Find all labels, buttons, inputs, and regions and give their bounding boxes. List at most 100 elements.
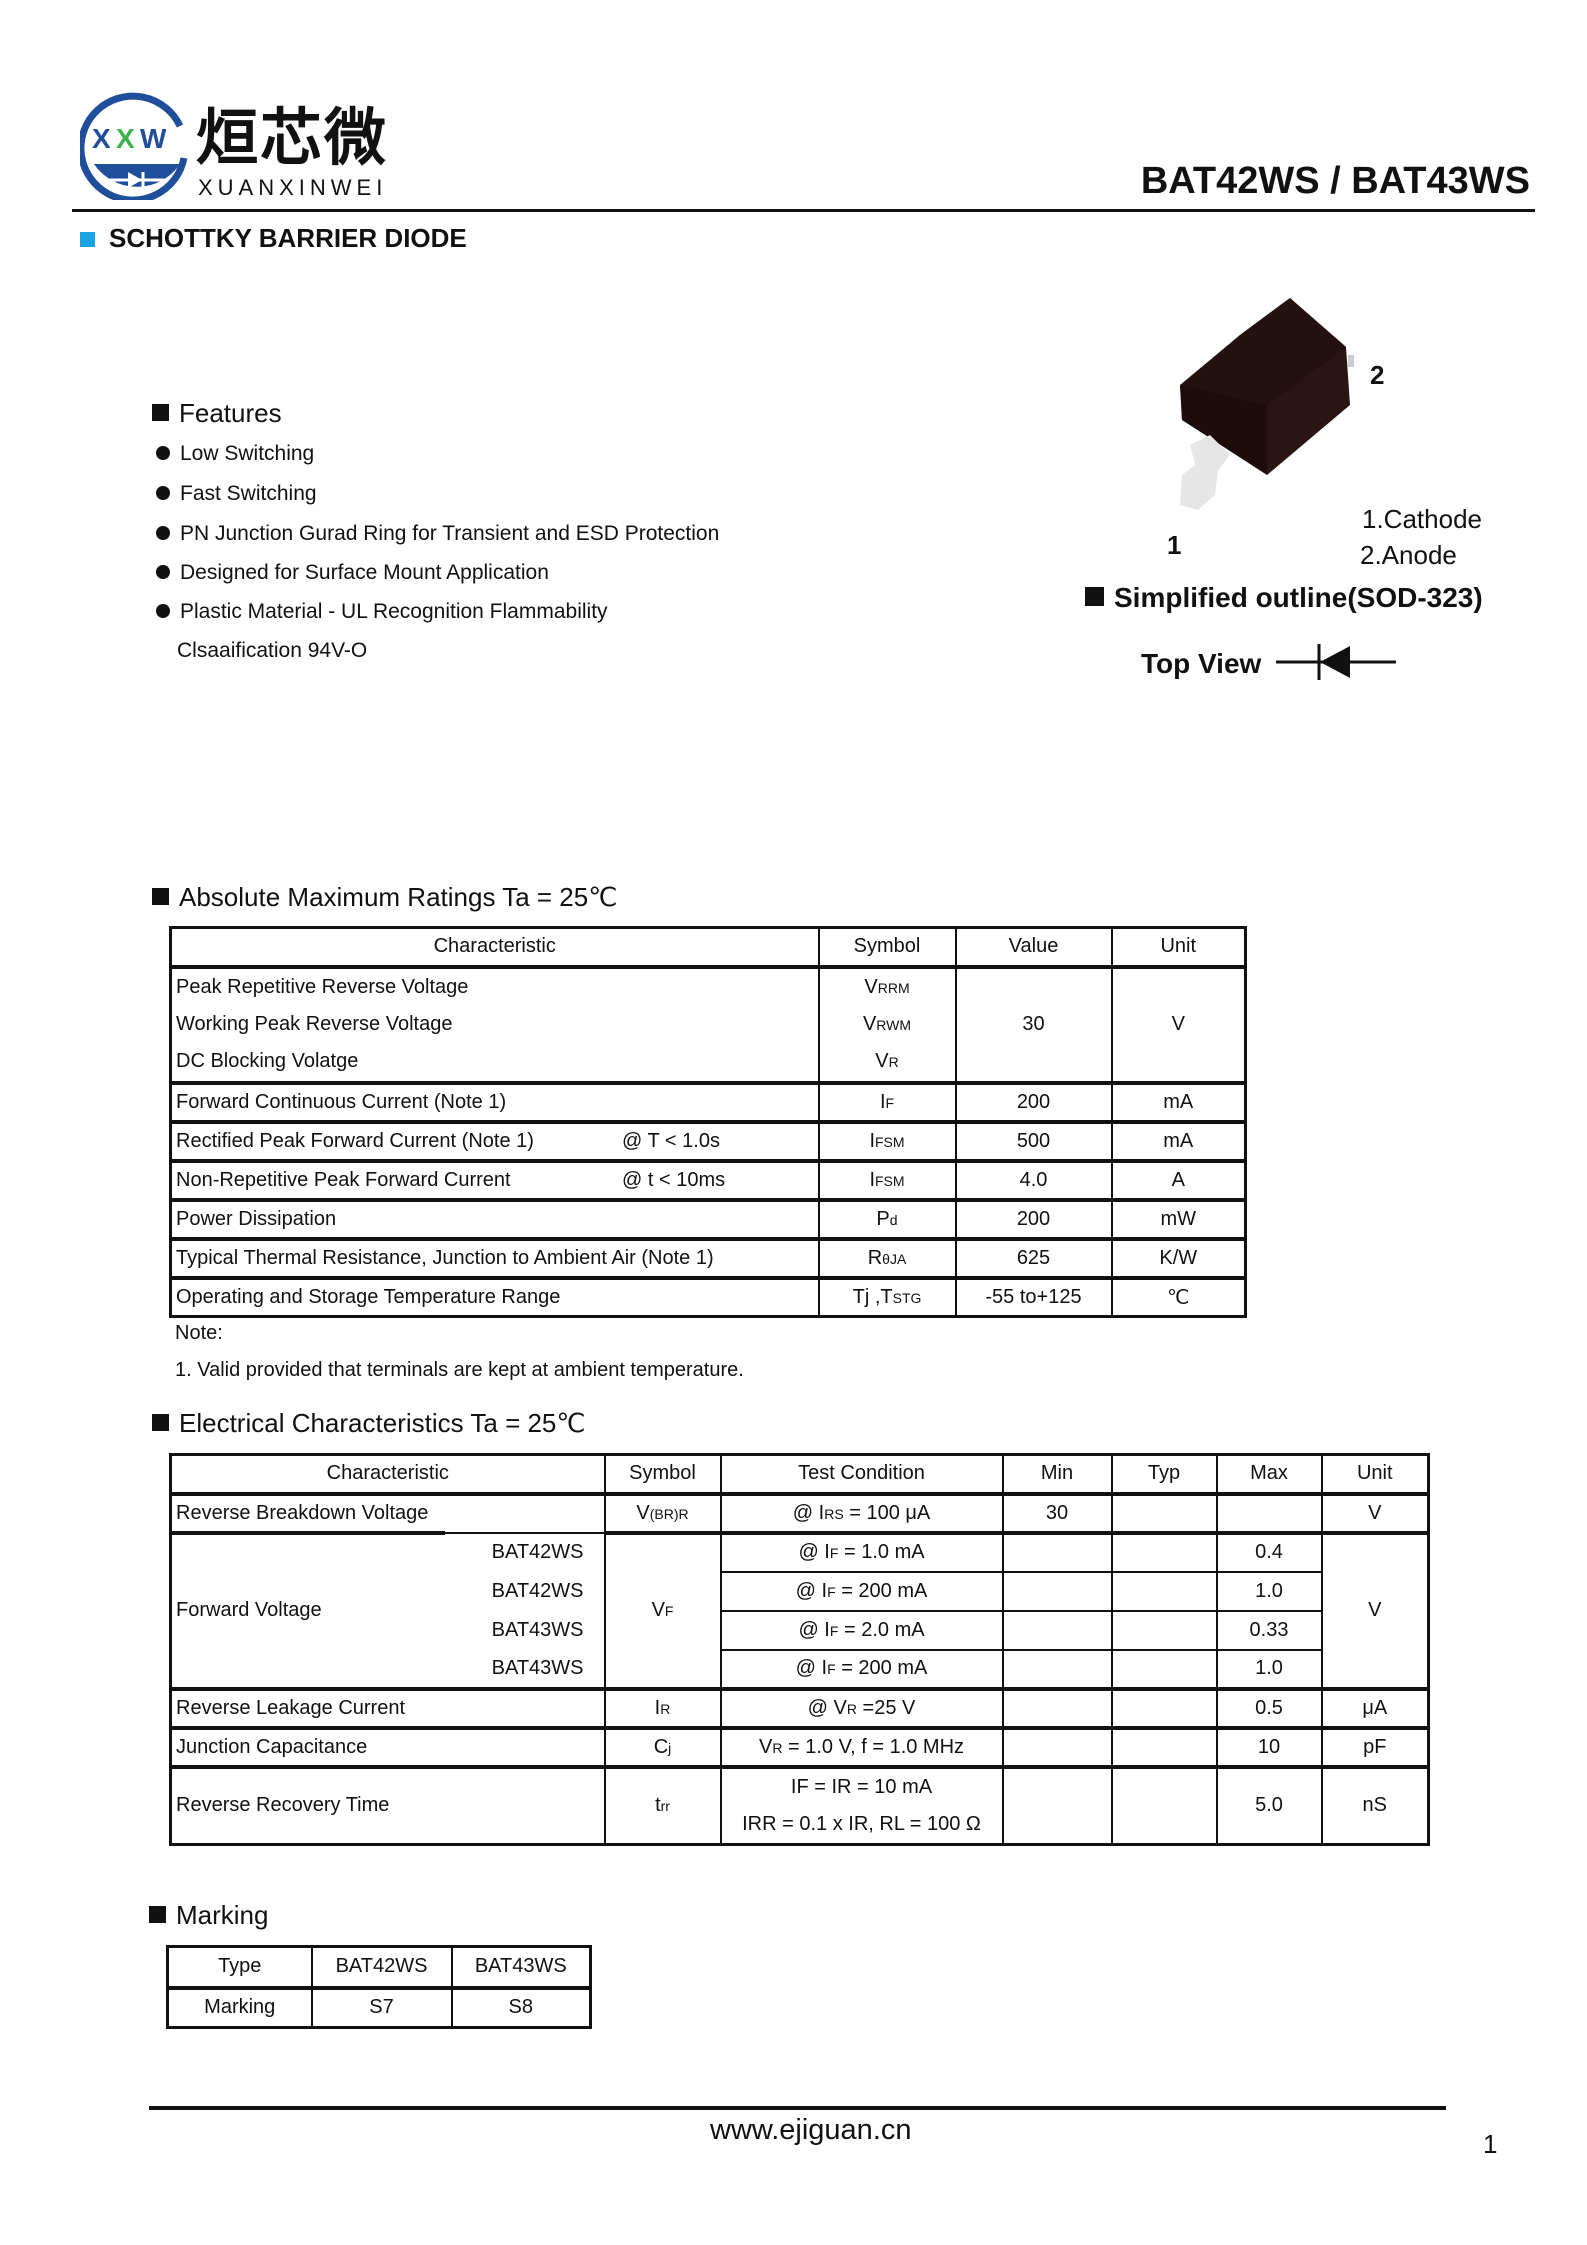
characteristic-cell: Junction Capacitance [169, 1725, 606, 1768]
svg-text:X: X [92, 123, 111, 154]
unit-cell: V [1320, 1530, 1430, 1690]
cell: S7 [310, 1985, 453, 2029]
value-cell: 200 [954, 1197, 1113, 1240]
company-logo: X X W [77, 88, 192, 204]
table-row: Reverse Breakdown Voltage V(BR)R @ IRS =… [169, 1491, 1430, 1534]
unit-cell: K/W [1110, 1236, 1247, 1279]
table-row: Reverse Recovery Time trr IF = IR = 10 m… [169, 1764, 1430, 1846]
bullet-icon [156, 486, 170, 500]
condition: @ T < 1.0s [622, 1129, 720, 1152]
value-cell: 4.0 [954, 1158, 1113, 1201]
unit-cell: V [1320, 1491, 1430, 1534]
col-header: Characteristic [169, 926, 820, 968]
feature-item-continuation: Clsaaification 94V-O [177, 639, 368, 662]
note-label: Note: [175, 1322, 223, 1344]
symbol-cell: Cj [603, 1725, 722, 1768]
bullet-icon [156, 446, 170, 460]
footer-divider [149, 2106, 1446, 2110]
col-header: Unit [1110, 926, 1247, 968]
characteristic-cell: Operating and Storage Temperature Range [169, 1275, 820, 1318]
characteristic-cell: Peak Repetitive Reverse Voltage Working P… [169, 964, 820, 1084]
condition-cell: @ VR =25 V [719, 1686, 1004, 1729]
typ-cell [1110, 1686, 1218, 1729]
min-cell [1001, 1530, 1113, 1573]
feature-item: Low Switching [156, 442, 314, 466]
table-row: Power Dissipation Pd 200 mW [169, 1197, 1247, 1240]
bullet-icon [156, 604, 170, 618]
symbol-cell: IFSM [817, 1119, 957, 1162]
col-header: Unit [1320, 1453, 1430, 1495]
col-header: Test Condition [719, 1453, 1004, 1495]
typ-cell [1110, 1725, 1218, 1768]
max-cell: 0.33 [1215, 1609, 1323, 1651]
feature-item: PN Junction Gurad Ring for Transient and… [156, 522, 719, 546]
characteristic-cell: Typical Thermal Resistance, Junction to … [169, 1236, 820, 1279]
typ-cell [1110, 1764, 1218, 1846]
unit-cell: pF [1320, 1725, 1430, 1768]
footer-url[interactable]: www.ejiguan.cn [710, 2114, 912, 2146]
cell: Marking [166, 1985, 313, 2029]
square-bullet-icon [152, 888, 169, 905]
condition-cell: @ IRS = 100 μA [719, 1491, 1004, 1534]
page-number: 1 [1483, 2129, 1498, 2159]
typ-cell [1110, 1648, 1218, 1690]
col-header: Min [1001, 1453, 1113, 1495]
elec-heading: Electrical Characteristics Ta = 25℃ [152, 1408, 586, 1439]
sod323-package-image [1170, 295, 1390, 555]
header-divider [72, 209, 1535, 212]
diode-symbol-icon [1276, 640, 1396, 689]
characteristic-cell: Forward Continuous Current (Note 1) [169, 1080, 820, 1123]
bullet-icon [156, 565, 170, 579]
svg-text:W: W [140, 123, 167, 154]
pin-2-description: 2.Anode [1360, 540, 1457, 570]
table-row: BAT42WS @ IF = 200 mA 1.0 [171, 1570, 1429, 1612]
value-cell: -55 to+125 [954, 1275, 1113, 1318]
symbol-cell: V(BR)R [603, 1491, 722, 1534]
cell: BAT42WS [310, 1945, 453, 1989]
unit-cell: V [1110, 964, 1247, 1084]
square-bullet-icon [152, 404, 169, 421]
part-cell: BAT42WS [444, 1571, 606, 1611]
characteristic-cell: Rectified Peak Forward Current (Note 1) @… [169, 1119, 820, 1162]
table-row: Forward Continuous Current (Note 1) IF 2… [169, 1080, 1247, 1123]
max-cell: 1.0 [1215, 1648, 1323, 1690]
unit-cell: ℃ [1110, 1275, 1247, 1318]
symbol-cell: VRRM VRWM VR [817, 964, 957, 1084]
condition-cell: @ IF = 200 mA [719, 1570, 1004, 1612]
unit-cell: μA [1320, 1686, 1430, 1729]
table-row: Reverse Leakage Current IR @ VR =25 V 0.… [169, 1686, 1430, 1729]
condition-cell: IF = IR = 10 mA IRR = 0.1 x IR, RL = 100 … [719, 1764, 1004, 1846]
feature-item: Fast Switching [156, 482, 317, 506]
part-cell: BAT43WS [444, 1649, 606, 1689]
col-header: Value [954, 926, 1113, 968]
max-cell: 5.0 [1215, 1764, 1323, 1846]
symbol-cell: IFSM [817, 1158, 957, 1201]
value-cell: 500 [954, 1119, 1113, 1162]
symbol-cell: Tj ,TSTG [817, 1275, 957, 1318]
typ-cell [1110, 1570, 1218, 1612]
unit-cell: A [1110, 1158, 1247, 1201]
symbol-cell: trr [603, 1764, 722, 1846]
cell: Type [166, 1945, 313, 1989]
characteristic-cell: Non-Repetitive Peak Forward Current @ t <… [169, 1158, 820, 1201]
marking-heading: Marking [149, 1900, 268, 1931]
unit-cell: nS [1320, 1764, 1430, 1846]
note-1: 1. Valid provided that terminals are kep… [175, 1359, 744, 1381]
value-cell: 200 [954, 1080, 1113, 1123]
table-row: Non-Repetitive Peak Forward Current @ t <… [169, 1158, 1247, 1201]
table-row: Forward Voltage BAT42WS VF @ IF = 1.0 mA 0.… [169, 1530, 1430, 1690]
condition-cell: VR = 1.0 V, f = 1.0 MHz [719, 1725, 1004, 1768]
characteristic-cell: Reverse Breakdown Voltage [169, 1491, 606, 1534]
abs-max-table: Characteristic Symbol Value Unit Peak Repet… [169, 926, 1247, 1318]
max-cell [1215, 1491, 1323, 1534]
symbol-cell: VF [603, 1530, 722, 1690]
col-header: Characteristic [169, 1453, 606, 1495]
symbol-cell: IR [603, 1686, 722, 1729]
table-row: Peak Repetitive Reverse Voltage Working P… [169, 964, 1247, 1084]
top-view-label: Top View [1141, 648, 1262, 679]
square-bullet-icon [1085, 587, 1104, 606]
table-row: Marking S7 S8 [166, 1985, 592, 2029]
svg-text:X: X [116, 123, 135, 154]
col-header: Symbol [603, 1453, 722, 1495]
unit-cell: mA [1110, 1119, 1247, 1162]
